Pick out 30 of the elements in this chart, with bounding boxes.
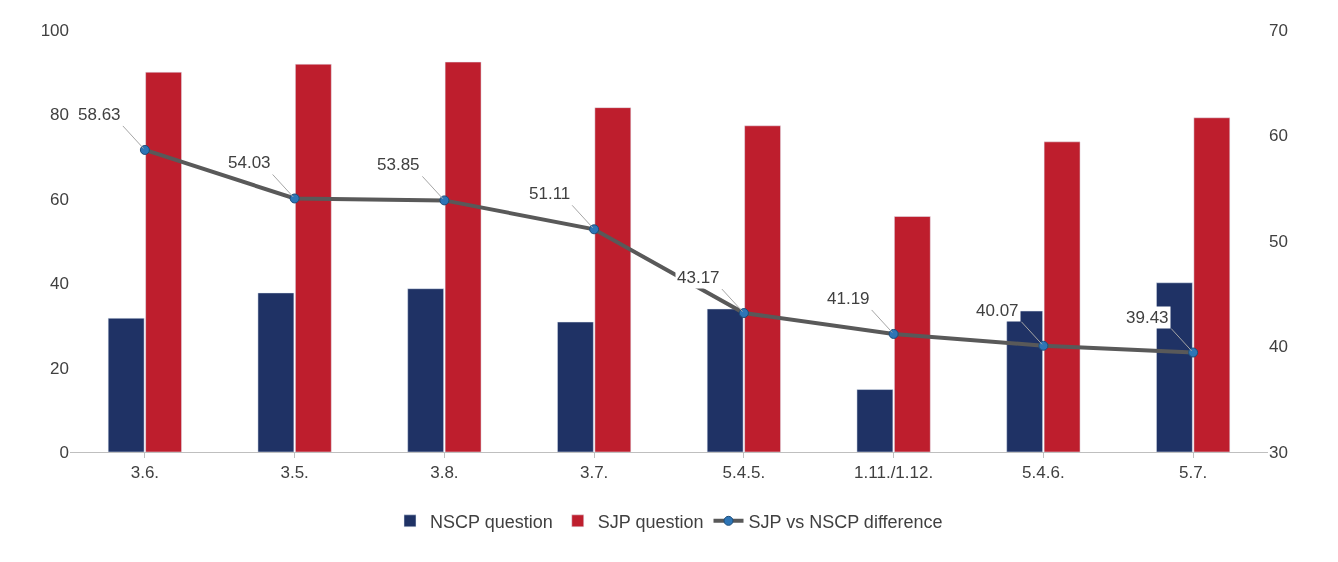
y-tick-label: 40 bbox=[50, 274, 69, 294]
x-tick-label: 3.8. bbox=[430, 463, 459, 483]
legend-label: SJP question bbox=[597, 511, 704, 532]
y2-tick-label: 60 bbox=[1269, 126, 1288, 146]
x-tick-label: 3.5. bbox=[280, 463, 309, 483]
y-tick-label: 0 bbox=[59, 442, 69, 462]
x-tick-label: 1.11./1.12. bbox=[854, 463, 934, 483]
y-tick-label: 100 bbox=[40, 20, 69, 40]
data-label: 53.85 bbox=[377, 155, 420, 174]
x-tick-label: 5.7. bbox=[1178, 463, 1208, 483]
data-label: 54.03 bbox=[228, 153, 271, 172]
data-label: 40.07 bbox=[976, 301, 1019, 320]
x-tick-label: 3.6. bbox=[130, 463, 160, 483]
data-label: 58.63 bbox=[78, 105, 121, 124]
legend-label: NSCP question bbox=[430, 511, 553, 532]
y-tick-label: 20 bbox=[50, 358, 69, 378]
y2-tick-label: 30 bbox=[1269, 442, 1288, 462]
legend-label: SJP vs NSCP difference bbox=[748, 511, 943, 532]
y-tick-label: 60 bbox=[50, 189, 69, 209]
y2-tick-label: 50 bbox=[1269, 231, 1288, 251]
data-label: 51.11 bbox=[529, 184, 571, 203]
x-tick-label: 5.4.6. bbox=[1022, 463, 1065, 483]
y-tick-label: 80 bbox=[50, 105, 69, 125]
y2-tick-label: 40 bbox=[1269, 337, 1288, 357]
data-label: 43.17 bbox=[677, 268, 720, 287]
x-tick-label: 5.4.5. bbox=[722, 463, 766, 483]
x-tick-label: 3.7. bbox=[579, 463, 609, 483]
data-label: 41.19 bbox=[827, 289, 870, 308]
y2-tick-label: 70 bbox=[1269, 20, 1288, 40]
data-label: 39.43 bbox=[1126, 308, 1169, 327]
